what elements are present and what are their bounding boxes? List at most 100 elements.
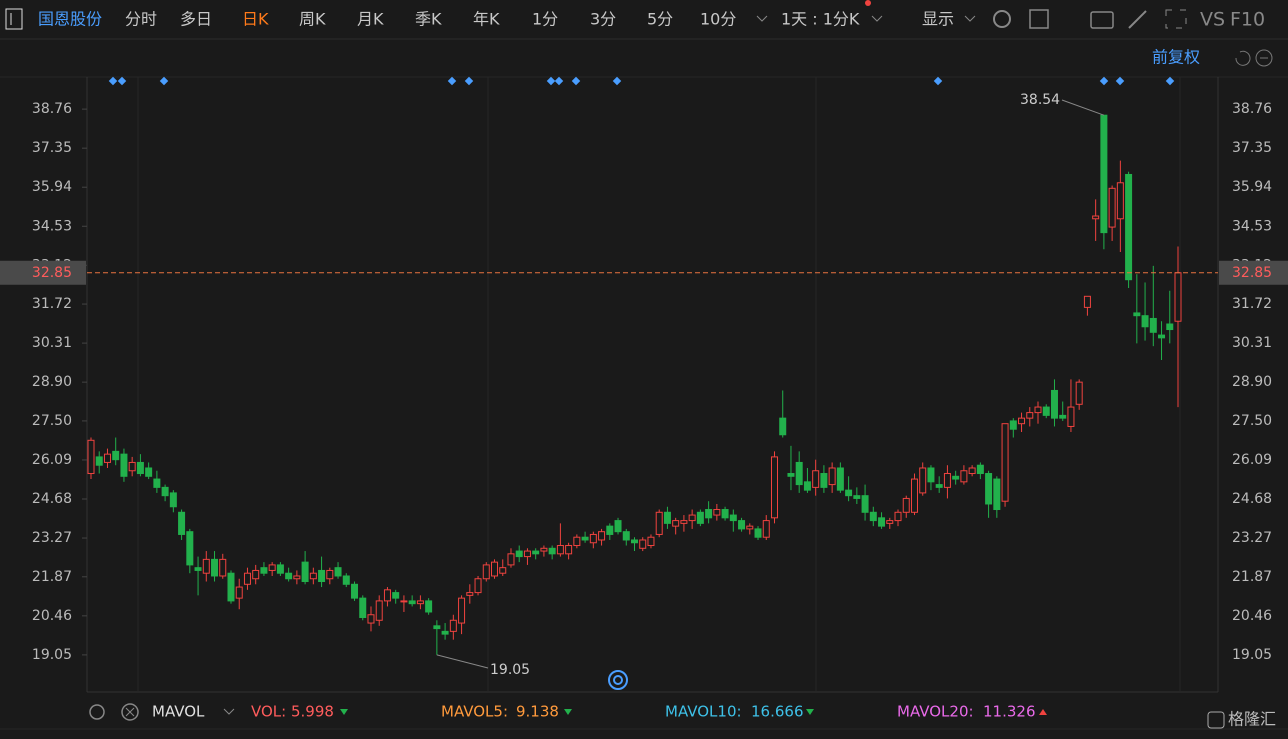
candle-body [943,473,951,488]
candle-body [738,520,746,530]
trend-arrow [340,709,348,715]
candle-body [433,625,441,630]
range-select[interactable]: 1天 : 1分K [781,10,860,29]
event-marker[interactable] [108,76,118,86]
candle-body [713,509,721,516]
vs-button[interactable]: VS [1200,9,1225,31]
notice-dot [865,0,871,6]
candle-body [474,578,482,594]
period-tab[interactable]: 1分 [532,10,558,29]
low-label: 19.05 [490,662,530,678]
candle-body [968,467,976,475]
search-icon-inner [613,675,623,685]
y-tick-label-right: 35.94 [1232,179,1272,195]
watermark-logo [1207,711,1225,729]
candle-body [186,531,194,566]
period-tab[interactable]: 日K [242,10,269,29]
indicator-chevron[interactable] [223,708,235,715]
y-tick-label-right: 27.50 [1232,413,1272,429]
f10-button[interactable]: F10 [1230,9,1265,31]
current-price: 32.85 [32,265,72,281]
shape-icon[interactable] [1029,9,1049,29]
indicator-close[interactable] [121,703,139,721]
candle-body [375,600,383,621]
y-tick-label: 26.09 [32,452,72,468]
candle-body [482,564,490,580]
candle-body [1026,412,1034,419]
candle-body [235,586,243,599]
candle-body [853,495,861,499]
y-tick-label: 30.31 [32,335,72,351]
candle-body [219,558,227,577]
pen-icon[interactable] [1128,10,1147,29]
period-tab[interactable]: 5分 [647,10,673,29]
candle-body [606,525,614,535]
candle-body [1141,315,1149,328]
candle-body [523,550,531,558]
stock-name[interactable]: 国恩股份 [38,10,102,29]
candle-body [746,525,754,530]
period-tab[interactable]: 多日 [180,10,212,29]
period-tab[interactable]: 10分 [700,10,736,29]
candle-body [1050,389,1058,419]
candle-body [211,558,219,577]
settings-icon[interactable] [993,10,1011,28]
event-marker[interactable] [447,76,457,86]
reset-icon[interactable] [1235,50,1251,66]
period-tab[interactable]: 月K [357,10,384,29]
candle-body [787,473,795,477]
candle-body [828,467,836,486]
period-tab[interactable]: 年K [473,10,500,29]
candle-body [342,575,350,585]
adjust-select[interactable]: 前复权 [1152,48,1200,67]
camera-icon[interactable] [1090,11,1114,29]
zoom-out[interactable] [1255,49,1273,67]
candle-body [869,511,877,522]
candle-body [400,600,408,603]
y-tick-label-right: 21.87 [1232,569,1272,585]
period-tab[interactable]: 周K [299,10,326,29]
candle-body [820,473,828,488]
candle-body [532,550,540,555]
indicator-value: 11.326 [983,703,1036,721]
candle-body [507,553,515,566]
y-tick-label: 28.90 [32,374,72,390]
candle-body [416,600,424,605]
candle-body [1108,187,1116,228]
candle-body [993,478,1001,511]
menu-icon[interactable] [5,8,23,30]
candle-body [515,550,523,558]
candle-body [458,597,466,624]
trend-arrow [806,709,814,715]
event-marker[interactable] [159,76,169,86]
display-select[interactable]: 显示 [922,10,954,29]
event-marker[interactable] [117,76,127,86]
y-tick-label: 23.27 [32,530,72,546]
indicator-name[interactable]: MAVOL [152,703,205,721]
price-tag [0,260,86,285]
fullscreen-icon[interactable] [1165,9,1187,29]
candle-body [556,545,564,555]
candle-body [919,467,927,494]
indicator-settings[interactable] [89,704,105,720]
candle-body [894,511,902,522]
candle-body [359,597,367,619]
candle-body [631,539,638,544]
candle-body [334,567,342,577]
period-tab[interactable]: 3分 [590,10,616,29]
candle-body [1158,334,1166,339]
candle-body [1034,406,1042,414]
indicator-value: 16.666 [751,703,804,721]
candle-body [95,456,103,466]
search-icon[interactable] [608,670,628,690]
candle-body [688,514,696,522]
indicator-value: 9.138 [516,703,559,721]
event-marker[interactable] [464,76,474,86]
candle-body [589,533,597,544]
period-tab[interactable]: 分时 [125,10,157,29]
period-tab[interactable]: 季K [415,10,442,29]
candle-body [425,600,433,613]
candle-body [729,514,737,522]
